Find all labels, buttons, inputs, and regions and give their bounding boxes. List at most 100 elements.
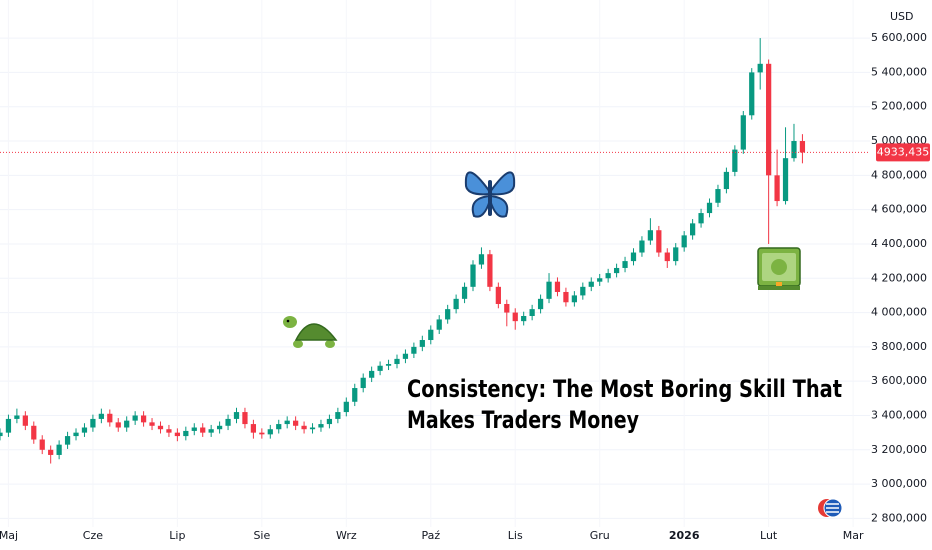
candle-body <box>613 267 620 274</box>
candle-body <box>605 273 611 279</box>
candle-body <box>326 418 333 425</box>
candle-body <box>73 432 79 437</box>
candle-body <box>157 425 164 430</box>
candle-body <box>537 298 544 310</box>
x-tick-label: Wrz <box>336 529 357 542</box>
y-tick-label: 4 000,000 <box>871 306 927 319</box>
candle-body <box>242 412 248 425</box>
y-tick-label: 5 200,000 <box>871 100 927 113</box>
candle-body <box>39 439 45 450</box>
candle-body <box>343 401 349 413</box>
butterfly-icon <box>464 171 516 218</box>
candle-body <box>690 223 696 236</box>
x-tick-label: Lis <box>508 529 523 542</box>
candle-body <box>124 420 130 428</box>
candle-body <box>90 418 96 428</box>
y-tick-label: 3 000,000 <box>871 477 927 490</box>
candle-body <box>385 364 392 366</box>
candle-body <box>191 427 197 431</box>
candle-body <box>478 254 485 265</box>
x-tick-label: Lut <box>760 529 778 542</box>
candle-body <box>394 358 400 365</box>
y-tick-label: 4 200,000 <box>871 271 927 284</box>
candle-body <box>436 319 442 330</box>
candle-body <box>715 189 721 203</box>
candle-body <box>580 286 586 296</box>
candle-body <box>22 415 28 426</box>
candle-body <box>267 429 273 435</box>
candle-body <box>107 413 113 423</box>
candle-body <box>64 436 71 445</box>
x-tick-label: Mar <box>843 529 864 542</box>
y-tick-label: 3 200,000 <box>871 443 927 456</box>
candle-body <box>56 444 62 455</box>
axes: 2 800,000 3 000,000 3 200,000 3 400,000 3 60… <box>0 31 930 542</box>
currency-label: USD <box>890 10 914 23</box>
candle-body <box>309 427 316 430</box>
candle-body <box>360 377 366 389</box>
candle-body <box>411 346 417 354</box>
y-tick-label: 3 600,000 <box>871 374 927 387</box>
candle-body <box>740 115 746 150</box>
candle-body <box>352 388 358 402</box>
candles <box>0 38 870 464</box>
candle-body <box>698 213 704 224</box>
candle-body <box>301 425 307 430</box>
candle-body <box>732 149 738 172</box>
candle-body <box>495 286 501 304</box>
candle-body <box>757 63 763 73</box>
candle-body <box>529 309 535 316</box>
candle-body <box>428 329 434 341</box>
candle-body <box>14 415 20 419</box>
candle-body <box>166 429 172 433</box>
y-tick-label: 2 800,000 <box>871 511 927 524</box>
candle-body <box>276 424 282 430</box>
candle-body <box>216 425 223 430</box>
candle-body <box>208 429 214 433</box>
candle-body <box>647 230 654 241</box>
price-tag <box>876 143 930 162</box>
candle-body <box>115 422 121 428</box>
flag-icon <box>818 498 843 518</box>
y-tick-label: 5 600,000 <box>871 31 927 44</box>
candle-body <box>445 309 451 320</box>
candle-body <box>749 72 755 116</box>
candle-body <box>81 427 88 433</box>
candle-body <box>664 252 670 262</box>
candle-body <box>639 240 645 253</box>
x-tick-label: 2026 <box>669 529 700 542</box>
candle-body <box>554 281 561 292</box>
candle-body <box>225 418 231 426</box>
x-tick-label: Gru <box>590 529 610 542</box>
candle-body <box>656 230 662 253</box>
candle-body <box>563 291 569 303</box>
candle-body <box>571 295 577 303</box>
y-tick-label: 3 400,000 <box>871 408 927 421</box>
candle-body <box>597 278 603 282</box>
candle-body <box>335 412 341 419</box>
candle-body <box>673 247 679 262</box>
y-tick-label: 3 800,000 <box>871 340 927 353</box>
candle-body <box>259 432 265 435</box>
candle-body <box>504 303 510 313</box>
candle-body <box>782 158 789 202</box>
candle-body <box>487 254 493 287</box>
x-tick-label: Lip <box>169 529 185 542</box>
candle-body <box>377 365 383 371</box>
candle-body <box>402 353 409 359</box>
x-tick-label: Cze <box>83 529 103 542</box>
candle-body <box>183 430 189 437</box>
y-tick-label: 4 600,000 <box>871 203 927 216</box>
candle-body <box>284 420 290 425</box>
candle-body <box>512 312 518 322</box>
candle-body <box>630 252 637 262</box>
candle-body <box>799 141 806 153</box>
candle-body <box>622 261 628 268</box>
candle-body <box>681 235 687 248</box>
x-tick-label: Maj <box>0 529 18 542</box>
candle-body <box>5 418 12 433</box>
candle-body <box>250 424 257 433</box>
candle-body <box>233 412 240 419</box>
candle-body <box>174 432 180 437</box>
